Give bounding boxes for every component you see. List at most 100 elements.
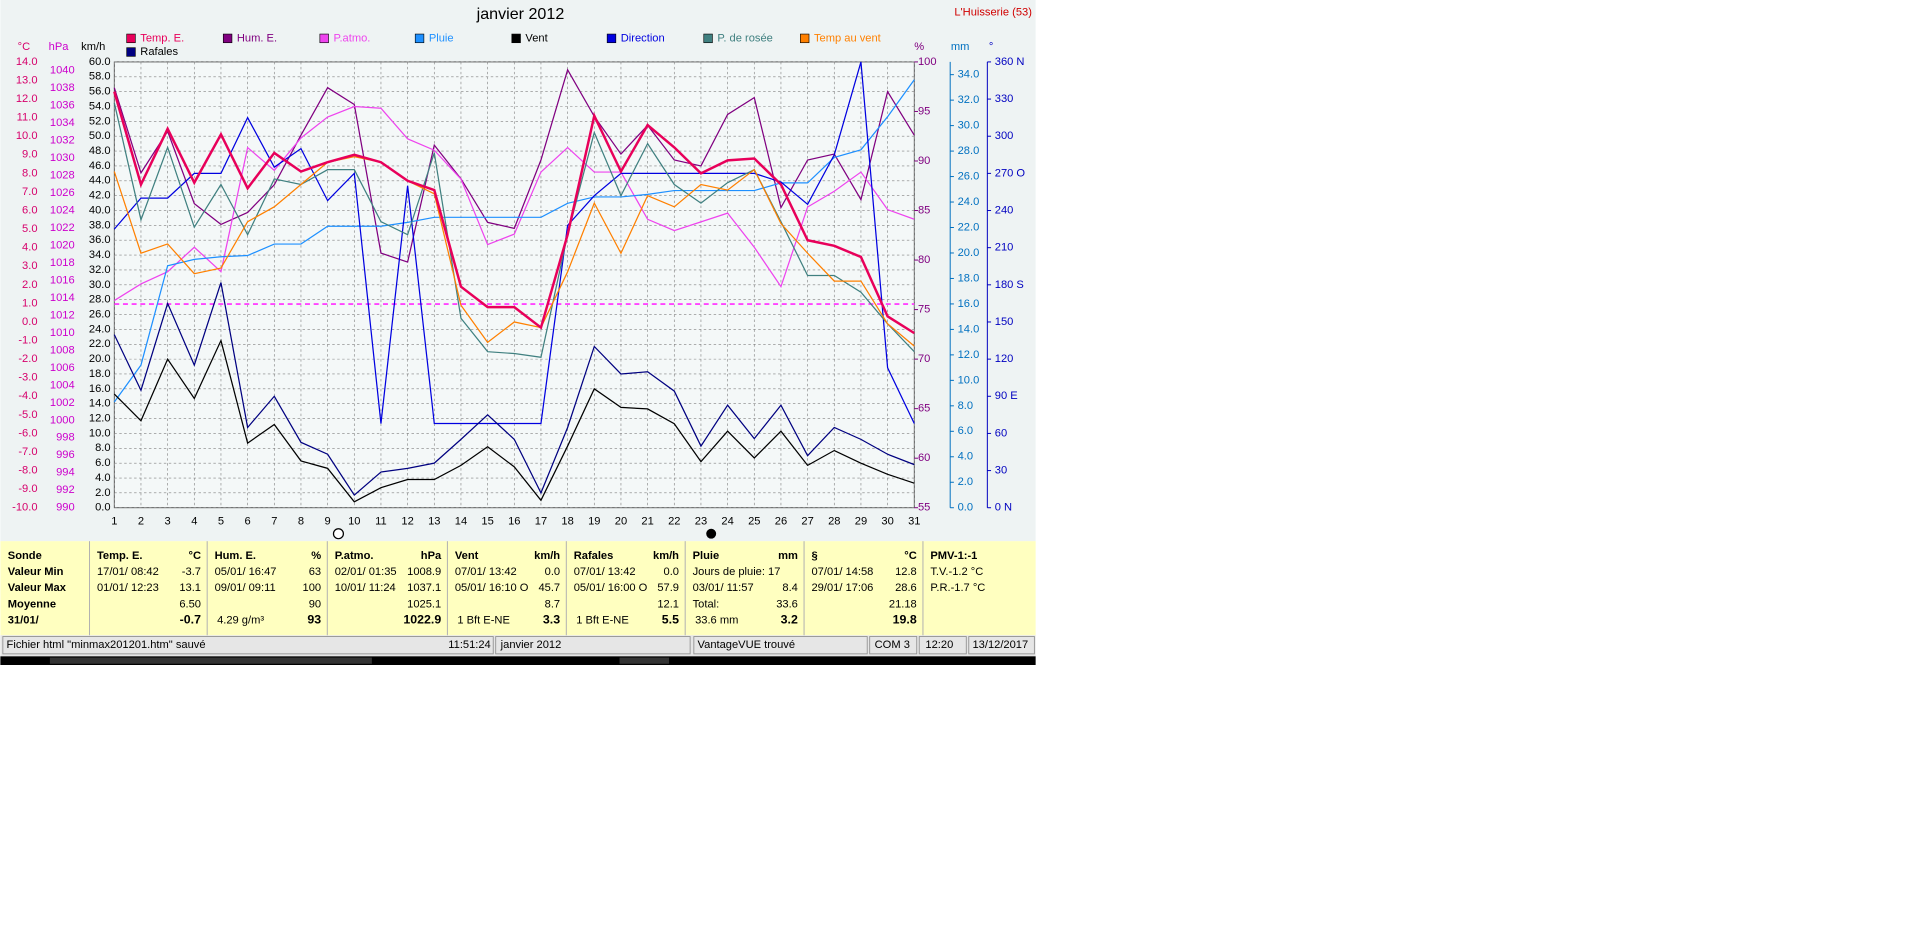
status-text: janvier 2012 [500, 639, 562, 651]
y-tick-label: 18.0 [958, 272, 980, 284]
y-tick-label: 24.0 [89, 323, 111, 335]
cell-left: 01/01/ 12:23 [97, 582, 159, 594]
y-tick-label: 90 [918, 155, 930, 167]
y-tick-label: 3.0 [22, 260, 37, 272]
y-tick-label: 1018 [50, 257, 75, 269]
y-tick-label: 30.0 [958, 120, 980, 132]
column-unit: mm [778, 550, 798, 562]
x-tick-label: 27 [801, 515, 813, 527]
x-tick-label: 21 [641, 515, 653, 527]
y-tick-label: 11.0 [17, 112, 38, 124]
y-tick-label: 70 [918, 353, 930, 365]
x-tick-label: 14 [455, 515, 467, 527]
legend-label: Temp. E. [140, 32, 184, 44]
y-tick-label: 1012 [50, 309, 75, 321]
series-line [113, 156, 915, 347]
cell-right: 33.6 [776, 598, 798, 610]
legend-label: Temp au vent [814, 32, 882, 44]
y-tick-label: 48.0 [89, 145, 111, 157]
status-text: 11:51:24 [448, 639, 490, 651]
y-tick-label: 998 [56, 432, 75, 444]
x-tick-label: 18 [561, 515, 573, 527]
y-tick-label: 10.0 [16, 130, 38, 142]
x-tick-label: 29 [855, 515, 867, 527]
y-tick-label: 2.0 [22, 279, 37, 291]
y-tick-label: -5.0 [18, 409, 37, 421]
cell-right: 3.2 [781, 613, 798, 627]
y-tick-label: 1020 [50, 239, 75, 251]
y-tick-label: 996 [56, 449, 75, 461]
y-tick-label: 240 [995, 204, 1014, 216]
y-tick-label: 5.0 [22, 223, 37, 235]
cell-right: 0.0 [545, 566, 560, 578]
column-title: PMV-1:-1 [930, 550, 977, 562]
x-tick-label: 22 [668, 515, 680, 527]
series-line [113, 282, 915, 497]
cell-left: 09/01/ 09:11 [215, 582, 276, 594]
y-tick-label: 36.0 [89, 234, 111, 246]
cell-right: 0.0 [664, 566, 679, 578]
y-tick-label: 60 [995, 427, 1007, 439]
legend-label: Vent [525, 32, 548, 44]
y-tick-label: 6.0 [958, 425, 973, 437]
x-tick-label: 20 [615, 515, 627, 527]
x-tick-label: 30 [881, 515, 893, 527]
y-tick-label: 8.0 [95, 442, 110, 454]
column-title: Vent [455, 550, 479, 562]
series-line [113, 68, 915, 263]
taskbar-segment [619, 657, 670, 664]
y-tick-label: 1026 [50, 187, 75, 199]
status-box [693, 636, 868, 655]
series-line [113, 105, 915, 302]
column-title: Rafales [574, 550, 614, 562]
legend-swatch [703, 33, 713, 44]
legend-swatch [126, 47, 136, 57]
y-tick-label: 8.0 [22, 167, 37, 179]
y-tick-label: 75 [918, 304, 930, 316]
y-tick-label: 1022 [50, 222, 75, 234]
y-tick-label: 100 [918, 56, 937, 68]
status-bar [0, 635, 1036, 657]
y-tick-label: 28.0 [89, 294, 111, 306]
legend-swatch [606, 33, 617, 44]
cell-right: 45.7 [538, 582, 560, 594]
cell-left: 07/01/ 13:42 [455, 566, 517, 578]
legend-swatch [126, 33, 136, 44]
x-tick-label: 10 [348, 515, 360, 527]
taskbar-segment [49, 657, 372, 664]
legend-label: Direction [621, 32, 665, 44]
y-tick-label: 52.0 [89, 115, 111, 127]
moon-full [332, 528, 345, 540]
status-text: VantageVUE trouvé [698, 639, 796, 651]
x-tick-label: 28 [828, 515, 840, 527]
y-tick-label: 990 [56, 502, 75, 514]
y-tick-label: 34.0 [958, 69, 980, 81]
status-box [869, 636, 918, 655]
status-text: 13/12/2017 [972, 639, 1028, 651]
y-tick-label: -6.0 [18, 427, 37, 439]
y-tick-label: 14.0 [16, 56, 38, 68]
y-tick-label: 7.0 [22, 186, 37, 198]
y-tick-label: 44.0 [89, 175, 111, 187]
x-tick-label: 11 [375, 515, 387, 527]
x-tick-label: 25 [748, 515, 760, 527]
y-tick-label: 994 [56, 467, 75, 479]
cell-right: 6.50 [179, 598, 201, 610]
y-tick-label: 270 O [995, 167, 1026, 179]
y-tick-label: 4.0 [958, 451, 973, 463]
y-tick-label: 1036 [50, 100, 75, 112]
axis-unit: hPa [49, 41, 70, 53]
x-tick-label: 17 [535, 515, 547, 527]
x-tick-label: 7 [271, 515, 277, 527]
y-tick-label: 22.0 [89, 338, 111, 350]
y-tick-label: 1010 [50, 327, 75, 339]
x-tick-label: 19 [588, 515, 600, 527]
legend-label: Hum. E. [237, 32, 277, 44]
y-tick-label: 1.0 [22, 297, 37, 309]
y-tick-label: -4.0 [18, 390, 37, 402]
x-tick-label: 13 [428, 515, 440, 527]
x-tick-label: 15 [481, 515, 493, 527]
y-tick-label: 180 S [995, 279, 1024, 291]
cell-right: -3.7 [182, 566, 201, 578]
y-tick-label: 10.0 [958, 374, 980, 386]
